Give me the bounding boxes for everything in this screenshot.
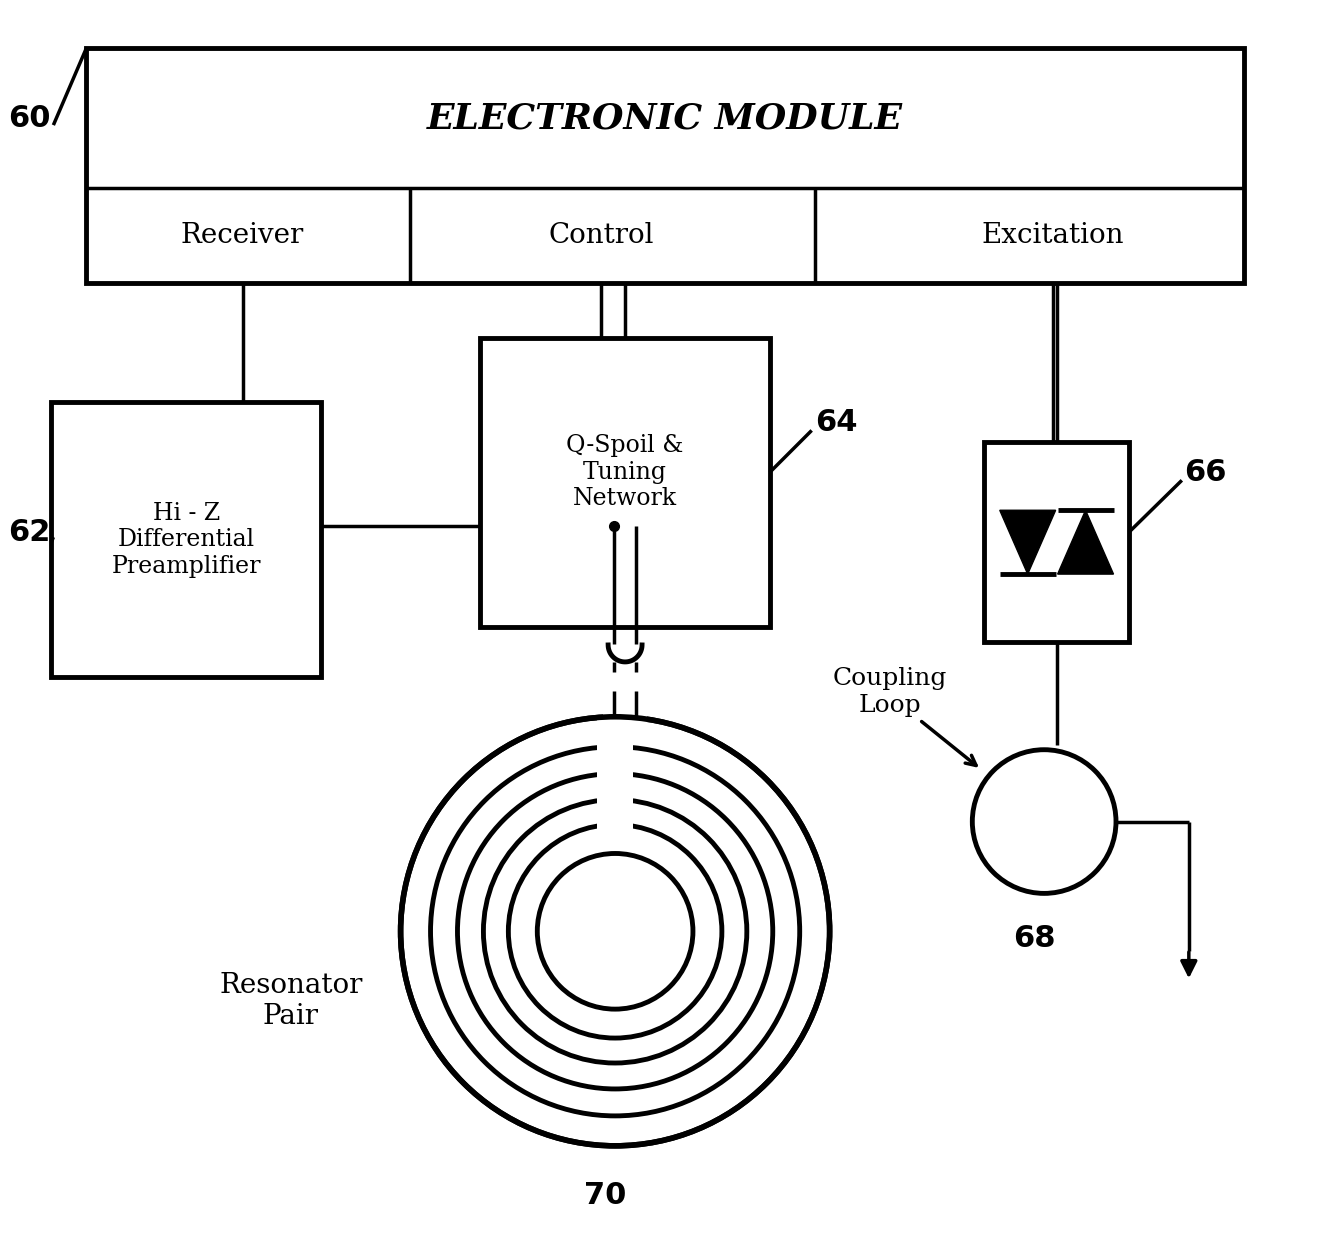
- FancyBboxPatch shape: [87, 48, 1244, 283]
- Text: Excitation: Excitation: [982, 222, 1124, 248]
- Text: Resonator
Pair: Resonator Pair: [219, 972, 362, 1031]
- Polygon shape: [999, 510, 1055, 574]
- Text: ELECTRONIC MODULE: ELECTRONIC MODULE: [428, 101, 903, 135]
- Text: Control: Control: [549, 222, 655, 248]
- FancyBboxPatch shape: [597, 744, 633, 780]
- Text: 64: 64: [815, 407, 858, 437]
- Text: Coupling
Loop: Coupling Loop: [832, 667, 947, 717]
- FancyBboxPatch shape: [603, 689, 647, 727]
- FancyBboxPatch shape: [597, 795, 633, 831]
- FancyBboxPatch shape: [481, 338, 770, 627]
- FancyBboxPatch shape: [985, 442, 1129, 642]
- FancyBboxPatch shape: [597, 770, 633, 806]
- Polygon shape: [1058, 510, 1113, 574]
- Text: 62: 62: [8, 518, 51, 546]
- Text: Q-Spoil &
Tuning
Network: Q-Spoil & Tuning Network: [566, 435, 684, 510]
- Text: 60: 60: [8, 103, 51, 133]
- Text: Receiver: Receiver: [180, 222, 305, 248]
- Text: 68: 68: [1013, 924, 1055, 953]
- Text: 66: 66: [1184, 458, 1226, 487]
- FancyBboxPatch shape: [51, 402, 321, 677]
- FancyBboxPatch shape: [597, 717, 633, 753]
- Text: 70: 70: [584, 1181, 627, 1210]
- Circle shape: [395, 712, 835, 1151]
- Text: Hi - Z
Differential
Preamplifier: Hi - Z Differential Preamplifier: [111, 502, 261, 578]
